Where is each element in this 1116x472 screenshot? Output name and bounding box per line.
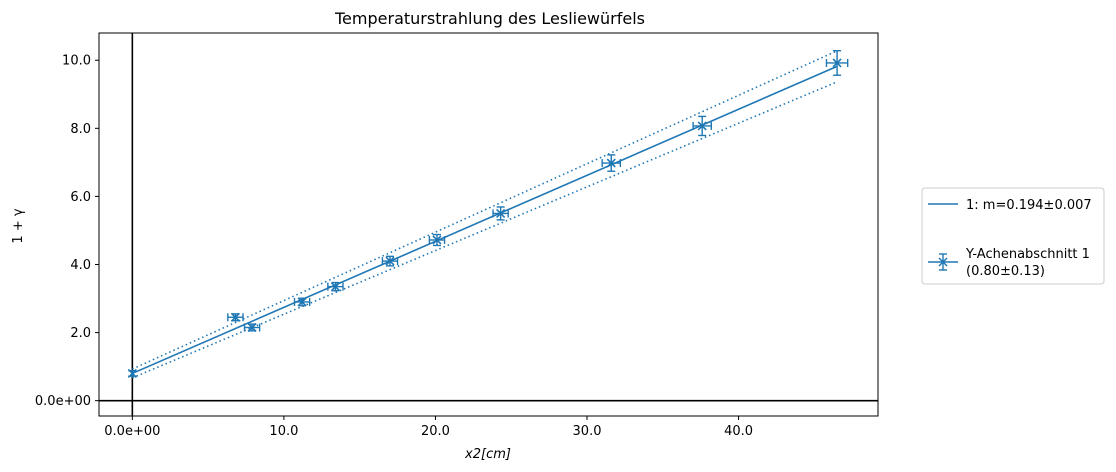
legend-series-swatch: [928, 253, 958, 271]
data-point: [227, 312, 244, 322]
x-tick-label: 10.0: [269, 424, 298, 439]
data-point: [428, 233, 446, 247]
x-marker: [385, 256, 395, 266]
x-marker: [432, 235, 442, 245]
x-axis-label: x2[cm]: [464, 447, 511, 462]
x-marker: [496, 208, 506, 219]
x-marker: [297, 297, 307, 307]
x-marker: [127, 368, 137, 379]
data-point: [327, 281, 344, 292]
reference-lines: [99, 33, 878, 416]
data-point: [825, 50, 849, 76]
y-tick-label: 6.0: [70, 190, 91, 205]
y-axis-label: 1 + γ: [11, 208, 26, 243]
y-tick-label: 4.0: [70, 258, 91, 273]
legend-box: [921, 187, 1105, 285]
x-tick-label: 40.0: [724, 424, 753, 439]
x-tick-label: 0.0e+00: [104, 424, 160, 439]
fit-upper-bound-line: [132, 50, 838, 370]
data-point: [492, 206, 509, 221]
x-marker: [832, 58, 842, 68]
x-marker: [330, 282, 340, 292]
fit-lower-bound-line: [132, 81, 838, 379]
x-marker: [230, 312, 240, 322]
legend-series-label-line2: (0.80±0.13): [966, 264, 1045, 279]
fit-lines: [132, 50, 838, 379]
data-point: [293, 297, 311, 307]
data-point: [601, 154, 622, 172]
x-tick-label: 30.0: [573, 424, 602, 439]
y-tick-label: 0.0e+00: [35, 394, 91, 409]
legend-fit-label: 1: m=0.194±0.007: [966, 198, 1092, 213]
legend-series-label-line1: Y-Achenabschnitt 1: [965, 247, 1090, 262]
y-tick-label: 8.0: [70, 122, 91, 137]
data-point: [381, 255, 399, 267]
x-marker: [697, 121, 707, 131]
data-points: [127, 50, 849, 379]
x-marker: [606, 158, 616, 168]
data-point: [692, 115, 712, 137]
chart-title: Temperaturstrahlung des Lesliewürfels: [334, 9, 645, 28]
y-tick-label: 2.0: [70, 326, 91, 341]
y-tick-label: 10.0: [62, 54, 91, 69]
y-axis-ticks: 0.0e+00 2.0 4.0 6.0 8.0 10.0: [35, 54, 99, 409]
data-point: [127, 368, 137, 379]
legend: 1: m=0.194±0.007 Y-Achenabschnitt 1 (0.8…: [921, 187, 1105, 285]
fit-line: [132, 65, 838, 375]
x-tick-label: 20.0: [421, 424, 450, 439]
data-point: [243, 322, 261, 333]
x-marker: [247, 322, 257, 333]
plot-area: [98, 32, 879, 417]
x-axis-ticks: 0.0e+00 10.0 20.0 30.0 40.0: [104, 416, 753, 439]
